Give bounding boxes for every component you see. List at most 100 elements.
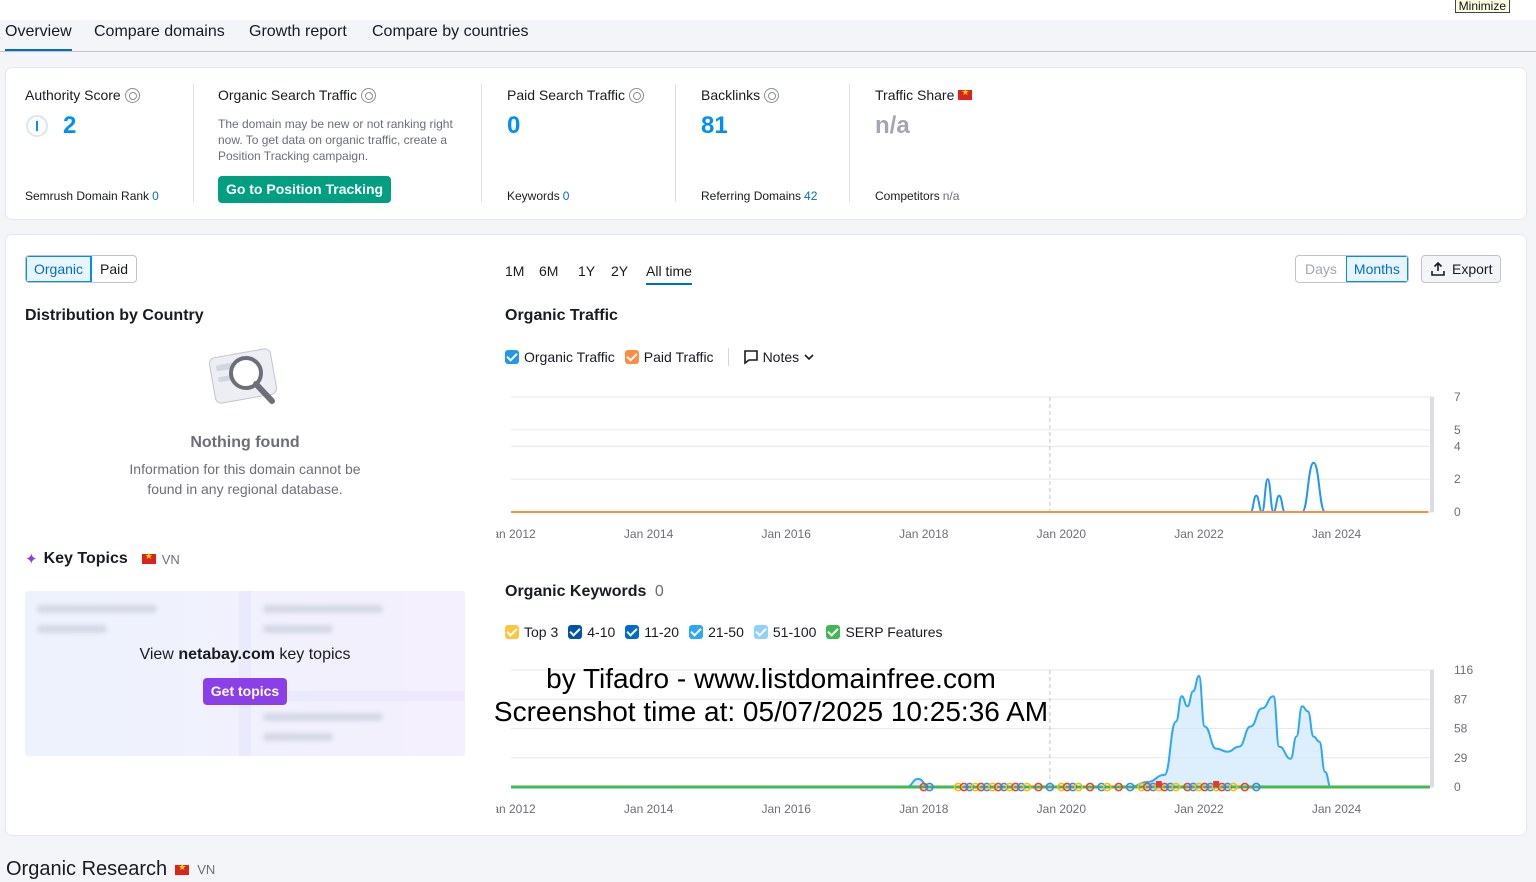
referring-domains: Referring Domains 42: [701, 189, 817, 203]
authority-score-metric: Authority Score 2: [25, 86, 140, 140]
legend-21-50[interactable]: 21-50: [689, 624, 744, 640]
y-tick-label: 87: [1454, 692, 1468, 706]
serp-feature-marker: [1034, 782, 1043, 792]
x-tick-label: Jan 2022: [1174, 527, 1224, 541]
tab-bar: Overview Compare domains Growth report C…: [0, 20, 1536, 52]
legend-paid-traffic[interactable]: Paid Traffic: [624, 349, 714, 365]
note-flag-marker: [1213, 781, 1220, 787]
scrollbar-track: [1430, 670, 1434, 787]
note-flag-icon: [743, 350, 758, 365]
main-card: Organic Paid Distribution by Country Not…: [6, 235, 1526, 835]
domain-rank-value[interactable]: 0: [152, 189, 159, 203]
blurred-line: [37, 605, 157, 613]
y-tick-label: 7: [1454, 390, 1461, 404]
checkbox-icon: [826, 625, 841, 639]
toggle-paid[interactable]: Paid: [100, 261, 129, 277]
info-icon[interactable]: [764, 87, 780, 103]
organic-keywords-chart[interactable]: 0 29 58 87 116 Jan 2012 Jan 2014 Jan 2016 Jan 20…: [496, 660, 1476, 825]
toggle-organic[interactable]: Organic: [26, 256, 93, 282]
serp-feature-marker: [1251, 782, 1261, 792]
info-icon[interactable]: [124, 87, 140, 103]
backlinks-value[interactable]: 81: [701, 112, 728, 139]
serp-feature-marker: [1016, 782, 1026, 792]
serp-feature-marker: [1097, 782, 1106, 792]
notes-dropdown[interactable]: Notes: [743, 349, 816, 365]
serp-feature-marker: [1194, 782, 1204, 792]
serp-feature-marker: [1114, 782, 1124, 792]
legend-organic-traffic[interactable]: Organic Traffic: [505, 349, 615, 365]
export-label: Export: [1452, 261, 1493, 277]
tab-compare-by-countries[interactable]: Compare by countries: [372, 23, 529, 40]
scrollbar-track: [1430, 397, 1434, 512]
get-topics-button[interactable]: Get topics: [203, 678, 287, 705]
referring-domains-value[interactable]: 42: [804, 189, 818, 203]
organic-traffic-chart[interactable]: 0 2 4 5 7 Jan 2012 Jan 2014 Jan 2016 Jan 2018 Jan…: [496, 385, 1476, 545]
serp-feature-marker: [1183, 782, 1192, 792]
organic-keywords-title: Organic Keywords: [505, 583, 647, 600]
serp-feature-marker: [1188, 782, 1198, 792]
x-tick-label: Jan 2014: [624, 527, 674, 541]
distribution-title: Distribution by Country: [25, 307, 204, 324]
info-icon[interactable]: [629, 87, 645, 103]
competitors-label: Competitors: [875, 189, 940, 203]
x-tick-label: Jan 2024: [1312, 802, 1362, 816]
blurred-topic-card: [25, 591, 239, 756]
competitors: Competitors n/a: [875, 189, 959, 203]
watermark-line1: by Tifadro - www.listdomainfree.com: [546, 663, 996, 694]
series-line-organic-traffic: [511, 461, 1429, 514]
legend-11-20[interactable]: 11-20: [625, 624, 679, 640]
legend-11-20-label: 11-20: [644, 624, 680, 640]
serp-feature-marker: [1200, 782, 1210, 792]
range-all-time[interactable]: All time: [646, 263, 692, 285]
divider: [727, 348, 729, 366]
legend-51-100[interactable]: 51-100: [753, 624, 816, 640]
organic-research-header: Organic Research VN: [6, 858, 215, 881]
months-button[interactable]: Months: [1345, 256, 1408, 282]
authority-score-value[interactable]: 2: [63, 112, 77, 139]
minimize-button[interactable]: Minimize: [1454, 0, 1510, 13]
export-button[interactable]: Export: [1421, 255, 1502, 283]
paid-traffic-value[interactable]: 0: [507, 112, 521, 139]
serp-feature-marker: [999, 782, 1009, 792]
legend-4-10[interactable]: 4-10: [568, 624, 615, 640]
nothing-found-line2: found in any regional database.: [147, 481, 343, 497]
tab-growth-report[interactable]: Growth report: [249, 23, 347, 40]
series-area: [511, 676, 1429, 787]
go-to-position-tracking-button[interactable]: Go to Position Tracking: [218, 176, 391, 203]
range-6m[interactable]: 6M: [539, 263, 559, 279]
serp-feature-marker: [976, 782, 986, 792]
serp-feature-marker: [982, 782, 992, 792]
blurred-line: [37, 625, 107, 633]
x-tick-label: Jan 2020: [1037, 527, 1087, 541]
tab-overview[interactable]: Overview: [5, 23, 72, 51]
serp-feature-marker: [953, 782, 963, 792]
checkbox-icon: [625, 625, 640, 639]
serp-feature-marker: [1056, 782, 1066, 792]
range-1m[interactable]: 1M: [505, 263, 525, 279]
note-flag-marker: [1155, 781, 1162, 787]
legend-serp-features[interactable]: SERP Features: [826, 624, 942, 640]
organic-research-title: Organic Research: [6, 858, 168, 880]
range-2y[interactable]: 2Y: [611, 263, 629, 279]
paid-keywords-value[interactable]: 0: [562, 189, 570, 203]
tab-compare-domains[interactable]: Compare domains: [94, 23, 225, 40]
range-1y[interactable]: 1Y: [578, 263, 596, 279]
legend-top3[interactable]: Top 3: [505, 624, 558, 640]
view-prefix: View: [139, 646, 174, 663]
backlinks-metric: Backlinks 81: [701, 86, 780, 140]
serp-feature-marker: [970, 782, 980, 792]
window-top-bar: Minimize: [0, 0, 1536, 20]
referring-domains-label: Referring Domains: [701, 189, 802, 203]
legend-4-10-label: 4-10: [587, 624, 616, 640]
granularity-toggle: Days Months: [1295, 255, 1409, 283]
traffic-share-value: n/a: [875, 112, 910, 139]
serp-feature-marker: [1102, 782, 1112, 792]
legend-organic-label: Organic Traffic: [524, 349, 615, 365]
y-tick-label: 29: [1454, 751, 1468, 765]
days-button[interactable]: Days: [1305, 261, 1337, 277]
vietnam-flag-icon: [175, 862, 190, 875]
info-icon[interactable]: [361, 87, 377, 103]
x-tick-label: Jan 2020: [1037, 802, 1087, 816]
serp-feature-marker: [1011, 782, 1020, 792]
serp-feature-marker: [1085, 782, 1095, 792]
